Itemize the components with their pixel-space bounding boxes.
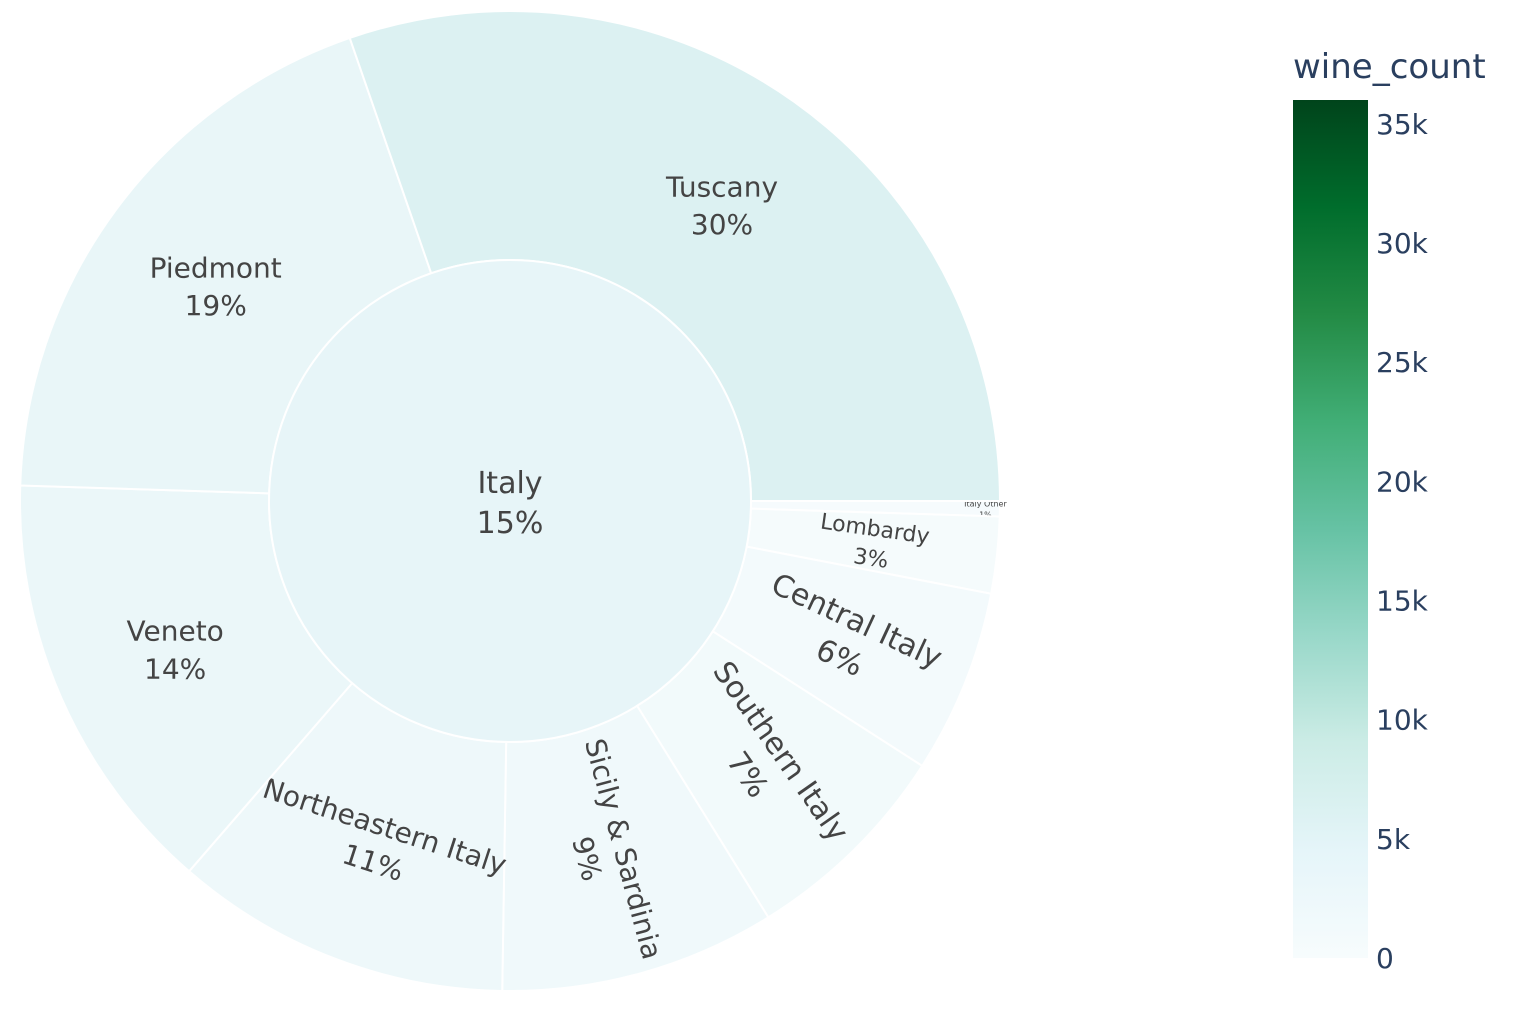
root-node[interactable]: Italy 15% (268, 259, 752, 743)
colorbar-ticks: 0 5k 10k 15k 20k 25k 30k 35k (1376, 108, 1429, 975)
colorbar-tick-label: 20k (1376, 465, 1429, 498)
colorbar-tick-label: 10k (1376, 704, 1429, 737)
segment-percent-tuscany: 30% (691, 208, 753, 241)
segment-name-italy-other: Italy Other (964, 500, 1007, 509)
colorbar-tick-label: 30k (1376, 227, 1429, 260)
segment-percent-italy-other: 1% (979, 510, 992, 519)
segment-percent-veneto: 14% (144, 652, 206, 685)
segment-label-tuscany: Tuscany 30% (665, 170, 778, 241)
segment-percent-piedmont: 19% (185, 289, 247, 322)
segment-name-piedmont: Piedmont (150, 251, 282, 284)
segment-name-tuscany: Tuscany (665, 170, 778, 203)
root-label: Italy (477, 466, 542, 501)
segment-label-piedmont: Piedmont 19% (150, 251, 282, 322)
colorbar-tick-label: 0 (1376, 942, 1394, 975)
colorbar-tick-label: 5k (1376, 823, 1411, 856)
segment-label-veneto: Veneto 14% (127, 615, 224, 686)
colorbar-tick-label: 35k (1376, 108, 1429, 141)
segment-name-veneto: Veneto (127, 615, 224, 648)
root-circle[interactable] (268, 259, 752, 743)
colorbar-title: wine_count (1293, 47, 1486, 87)
colorbar-tick-label: 25k (1376, 346, 1429, 379)
colorbar: wine_count 0 5k 10k 15k 20k 25k 30k 35k (1293, 47, 1486, 975)
colorbar-gradient (1293, 100, 1368, 958)
root-percent: 15% (477, 506, 544, 541)
colorbar-tick-label: 15k (1376, 585, 1429, 618)
